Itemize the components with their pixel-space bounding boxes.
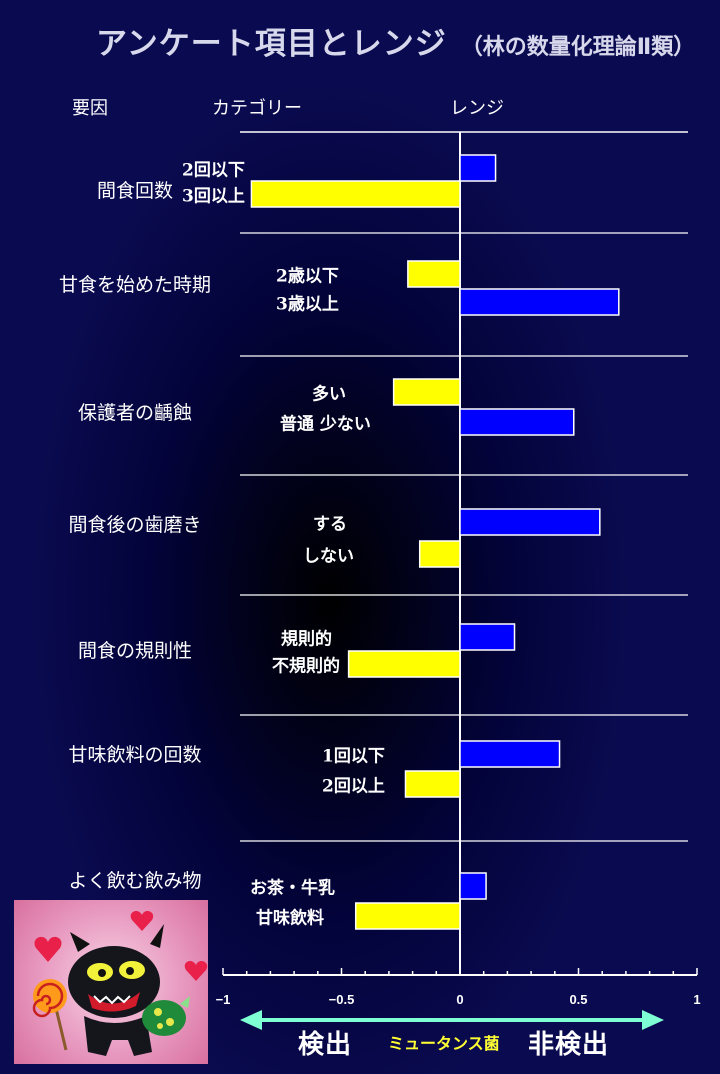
factor-label: 甘食を始めた時期 (58, 274, 211, 296)
category-label: 1回以下 (322, 746, 385, 767)
range-bar (418, 540, 461, 568)
category-label: 2歳以下 (276, 266, 339, 287)
category-label: しない (303, 546, 354, 567)
category-label: 甘味飲料 (256, 908, 324, 929)
axis-legend-not-detected: 非検出 (528, 1030, 610, 1060)
range-bar (392, 378, 461, 406)
devil-mascot-icon (14, 900, 208, 1064)
title-main: アンケート項目とレンジ (96, 26, 447, 62)
category-label: する (313, 514, 347, 535)
range-bar (407, 260, 461, 288)
range-bar (354, 902, 461, 930)
category-label: 規則的 (281, 629, 332, 650)
range-bar (347, 650, 461, 678)
category-label: 2回以下 (182, 160, 245, 181)
arrow-left-icon (240, 1010, 262, 1030)
factor-label: 間食後の歯磨き (68, 514, 202, 536)
header-category: カテゴリー (212, 98, 302, 119)
factor-label: 甘味飲料の回数 (68, 744, 202, 766)
x-tick-label: 1 (693, 992, 700, 1007)
range-bar (459, 740, 561, 768)
category-label: 普通 少ない (280, 414, 371, 435)
category-label: 多い (312, 384, 346, 405)
factor-label: よく飲む飲み物 (68, 870, 202, 892)
x-tick-label: 0.5 (569, 992, 587, 1007)
range-bar (459, 408, 575, 436)
arrow-right-icon (642, 1010, 664, 1030)
category-label: 3歳以上 (276, 294, 339, 315)
range-bar (459, 154, 497, 182)
range-bar (404, 770, 461, 798)
category-label: 不規則的 (272, 656, 340, 677)
range-bar (459, 288, 620, 316)
range-bar (250, 180, 461, 208)
factor-label: 保護者の齲蝕 (77, 402, 192, 424)
page-title: アンケート項目とレンジ （林の数量化理論Ⅱ類） (96, 18, 695, 63)
x-tick-label: −0.5 (329, 992, 355, 1007)
header-factor: 要因 (72, 98, 108, 119)
range-bar (459, 623, 516, 651)
factor-label: 間食の規則性 (77, 640, 192, 662)
title-subtitle: （林の数量化理論Ⅱ類） (460, 35, 696, 60)
category-label: お茶・牛乳 (250, 878, 335, 899)
header-range: レンジ (450, 98, 504, 119)
range-bar (459, 508, 601, 536)
range-bar (459, 872, 487, 900)
category-label: 3回以上 (182, 186, 245, 207)
x-tick-label: 0 (456, 992, 463, 1007)
axis-legend-detected: 検出 (298, 1030, 353, 1060)
axis-legend-bacteria: ミュータンス菌 (388, 1034, 500, 1053)
category-label: 2回以上 (322, 776, 385, 797)
factor-label: 間食回数 (96, 180, 173, 202)
x-tick-label: −1 (216, 992, 231, 1007)
